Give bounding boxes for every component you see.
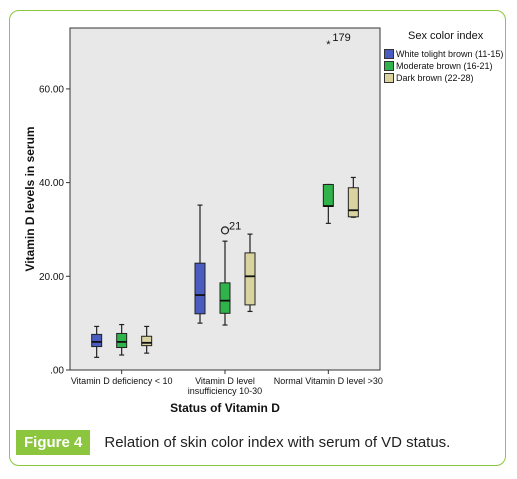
legend-label: Dark brown (22-28): [396, 73, 474, 83]
legend-item: Dark brown (22-28): [384, 72, 503, 84]
caption-text: Relation of skin color index with serum …: [104, 433, 451, 451]
box: [219, 282, 231, 314]
legend-swatch: [384, 61, 394, 71]
outlier-label: 179: [332, 32, 350, 44]
y-tick-label: 20.00: [39, 272, 64, 283]
x-axis-label: Status of Vitamin D: [170, 401, 280, 415]
legend-item: Moderate brown (16-21): [384, 60, 503, 72]
legend-items: White tolight brown (11-15) Moderate brow…: [384, 48, 503, 84]
box: [244, 252, 256, 306]
y-axis-label: Vitamin D levels in serum: [23, 126, 37, 271]
x-tick-label: Normal Vitamin D level >30: [274, 376, 383, 386]
y-tick-label: 40.00: [39, 178, 64, 189]
legend-item: White tolight brown (11-15): [384, 48, 503, 60]
caption-label: Figure 4: [16, 429, 91, 455]
box: [194, 262, 206, 315]
x-tick-label: insufficiency 10-30: [188, 386, 262, 396]
legend-swatch: [384, 49, 394, 59]
y-tick-label: .00: [50, 366, 64, 377]
outlier-circle: [220, 226, 230, 235]
legend-label: Moderate brown (16-21): [396, 61, 493, 71]
legend-label: White tolight brown (11-15): [396, 49, 504, 59]
y-tick-label: 60.00: [39, 84, 64, 95]
figure-caption: Figure 4 Relation of skin color index wi…: [16, 427, 450, 457]
box: [116, 332, 128, 349]
legend: Sex color index White tolight brown (11-…: [384, 30, 503, 84]
legend-title: Sex color index: [408, 30, 484, 42]
outlier-star: *: [326, 39, 331, 51]
box: [141, 335, 153, 347]
outlier-label: 21: [229, 220, 241, 232]
box: [347, 187, 359, 218]
x-tick-label: Vitamin D deficiency < 10: [71, 376, 173, 386]
box: [322, 183, 334, 207]
box: [91, 333, 103, 348]
x-tick-label: Vitamin D level: [195, 376, 255, 386]
legend-swatch: [384, 73, 394, 83]
